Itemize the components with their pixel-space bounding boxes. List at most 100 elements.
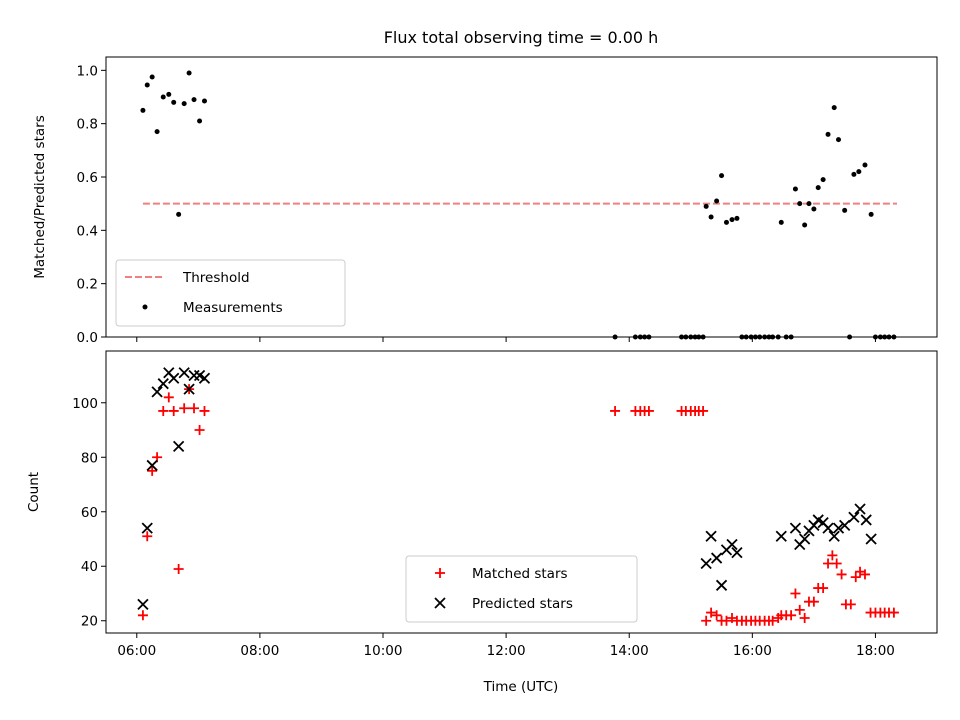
- bottom-y-tick-label: 60: [81, 505, 98, 521]
- measurement-point: [140, 107, 146, 113]
- top-legend-box: [115, 259, 346, 327]
- predicted-star-point: [178, 367, 190, 379]
- bottom-x-tick-label: 14:00: [610, 643, 649, 659]
- matched-star-point: [836, 569, 847, 580]
- matched-star-point: [163, 392, 174, 403]
- predicted-star-point: [172, 440, 185, 452]
- measurement-point: [778, 219, 784, 225]
- predicted-star-point: [860, 514, 872, 526]
- bottom-x-tick-label: 06:00: [117, 643, 156, 659]
- measurement-point: [171, 99, 177, 105]
- chart-title: Flux total observing time = 0.00 h: [384, 28, 659, 47]
- bottom-x-tick-label: 10:00: [364, 643, 403, 659]
- matched-star-point: [142, 531, 153, 542]
- bottom-y-tick-label: 20: [81, 614, 98, 630]
- measurements-legend-label: Measurements: [183, 300, 283, 316]
- measurement-point: [181, 101, 187, 107]
- measurement-point: [831, 105, 837, 111]
- bottom-plot-marks: [137, 367, 899, 626]
- matched-star-point: [790, 588, 801, 599]
- measurement-point: [197, 118, 203, 124]
- matched-star-point: [823, 558, 834, 569]
- matched-star-point: [610, 405, 621, 416]
- matched-legend-swatch: [435, 568, 445, 578]
- predicted-star-point: [183, 383, 195, 395]
- predicted-star-point: [700, 557, 712, 570]
- matched-star-point: [137, 610, 148, 621]
- bottom-x-ticks: 06:00 08:00 10:00 12:00 14:00 16:00 18:00: [117, 633, 895, 659]
- matched-star-point: [786, 610, 797, 621]
- measurement-point: [729, 217, 735, 223]
- predicted-star-point: [775, 530, 787, 542]
- top-y-tick-label: 0.8: [77, 117, 98, 133]
- predicted-star-point: [839, 519, 851, 532]
- matched-star-point: [845, 599, 856, 610]
- top-y-tick-label: 1.0: [77, 63, 98, 79]
- measurement-point: [811, 206, 817, 212]
- bottom-x-tick-label: 16:00: [733, 643, 772, 659]
- matched-star-point: [158, 405, 169, 416]
- measurement-point: [719, 173, 725, 179]
- measurement-point: [856, 169, 862, 175]
- matched-star-point: [799, 613, 810, 624]
- matched-star-point: [701, 615, 712, 626]
- matched-star-point: [168, 405, 179, 416]
- measurement-point: [154, 129, 160, 135]
- measurement-point: [166, 91, 172, 97]
- measurement-point: [201, 98, 207, 104]
- top-y-ticks: 0.0 0.2 0.4 0.6 0.8 1.0: [77, 63, 106, 346]
- top-y-tick-label: 0.0: [77, 330, 98, 346]
- matched-star-point: [831, 558, 842, 569]
- threshold-legend-label: Threshold: [182, 270, 250, 286]
- matched-star-point: [850, 572, 861, 583]
- measurement-point: [723, 219, 729, 225]
- measurement-point: [160, 94, 166, 100]
- measurement-point: [792, 186, 798, 192]
- matched-star-point: [199, 405, 210, 416]
- top-axes-frame: [105, 56, 938, 338]
- measurements-legend-swatch: [142, 304, 148, 310]
- measurement-point: [851, 171, 857, 177]
- predicted-star-point: [865, 533, 877, 545]
- measurement-point: [708, 214, 714, 220]
- top-y-tick-label: 0.2: [77, 277, 98, 293]
- matched-star-point: [794, 604, 805, 615]
- bottom-y-ticks: 20 40 60 80 100: [72, 396, 106, 630]
- measurement-point: [825, 131, 831, 137]
- measurement-point: [815, 185, 821, 191]
- predicted-star-point: [157, 378, 169, 390]
- matched-star-point: [706, 607, 717, 618]
- predicted-star-point: [789, 522, 802, 534]
- measurement-point: [703, 203, 709, 209]
- predicted-star-point: [822, 522, 834, 534]
- measurement-point: [191, 97, 197, 103]
- matched-star-point: [194, 425, 205, 436]
- bottom-x-tick-label: 18:00: [856, 643, 895, 659]
- matched-star-point: [711, 610, 722, 621]
- bottom-subplot: 20 40 60 80 100 06:00 08:00 10:00 12:00 14:00 16:…: [26, 350, 938, 695]
- matched-star-point: [767, 615, 778, 626]
- predicted-star-point: [146, 459, 158, 472]
- predicted-star-point: [731, 546, 743, 559]
- top-x-tick-marks: [136, 337, 876, 342]
- predicted-star-point: [198, 372, 211, 384]
- bottom-y-tick-label: 80: [81, 450, 98, 466]
- measurement-point: [714, 198, 720, 204]
- top-subplot: Flux total observing time = 0.00 h 0.0 0.…: [32, 28, 938, 346]
- predicted-star-point: [854, 503, 866, 515]
- predicted-star-point: [137, 598, 149, 611]
- bottom-legend-box: [405, 555, 638, 623]
- measurement-point: [806, 201, 812, 207]
- top-y-axis-label: Matched/Predicted stars: [32, 115, 48, 278]
- predicted-star-point: [828, 530, 840, 542]
- matched-star-point: [721, 615, 732, 626]
- measurement-point: [797, 201, 803, 207]
- measurement-point: [149, 74, 155, 80]
- predicted-star-point: [710, 552, 723, 564]
- predicted-star-point: [848, 511, 860, 523]
- matched-star-point: [643, 405, 654, 416]
- matched-star-point: [888, 607, 899, 618]
- top-legend: Threshold Measurements: [115, 259, 346, 327]
- bottom-y-tick-label: 40: [81, 559, 98, 575]
